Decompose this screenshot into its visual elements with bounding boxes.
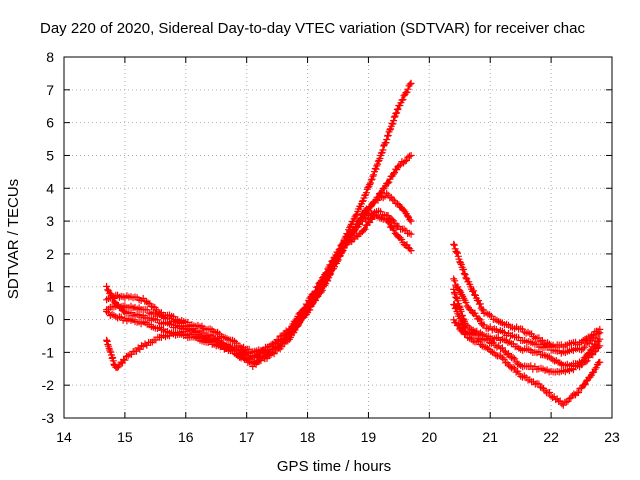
y-tick-label: 8 [46, 49, 54, 65]
x-tick-label: 18 [300, 429, 316, 445]
x-tick-label: 21 [482, 429, 498, 445]
x-tick-label: 16 [178, 429, 194, 445]
x-axis-title: GPS time / hours [277, 458, 391, 475]
y-axis-ticks: -3 -2 -1 0 1 2 3 4 5 6 7 8 [42, 49, 612, 426]
plot-frame [63, 56, 613, 419]
y-tick-label: -2 [42, 377, 55, 393]
y-tick-label: 7 [46, 82, 54, 98]
y-tick-label: 0 [46, 312, 54, 328]
x-tick-label: 17 [239, 429, 255, 445]
y-tick-label: -3 [42, 410, 55, 426]
y-tick-label: 4 [46, 180, 54, 196]
x-tick-label: 14 [56, 429, 72, 445]
x-tick-label: 15 [117, 429, 133, 445]
x-tick-label: 19 [361, 429, 377, 445]
y-tick-label: 1 [46, 279, 54, 295]
y-axis-title: SDTVAR / TECUs [5, 179, 22, 299]
y-tick-label: 6 [46, 115, 54, 131]
chart-title: Day 220 of 2020, Sidereal Day-to-day VTE… [40, 20, 585, 37]
x-tick-label: 22 [543, 429, 559, 445]
y-tick-label: 2 [46, 246, 54, 262]
data-point-markers [103, 79, 604, 409]
grid-lines [64, 57, 612, 418]
x-tick-label: 20 [422, 429, 438, 445]
data-points [103, 79, 604, 409]
x-tick-label: 23 [604, 429, 620, 445]
y-tick-label: -1 [42, 344, 55, 360]
y-tick-label: 5 [46, 147, 54, 163]
y-tick-label: 3 [46, 213, 54, 229]
